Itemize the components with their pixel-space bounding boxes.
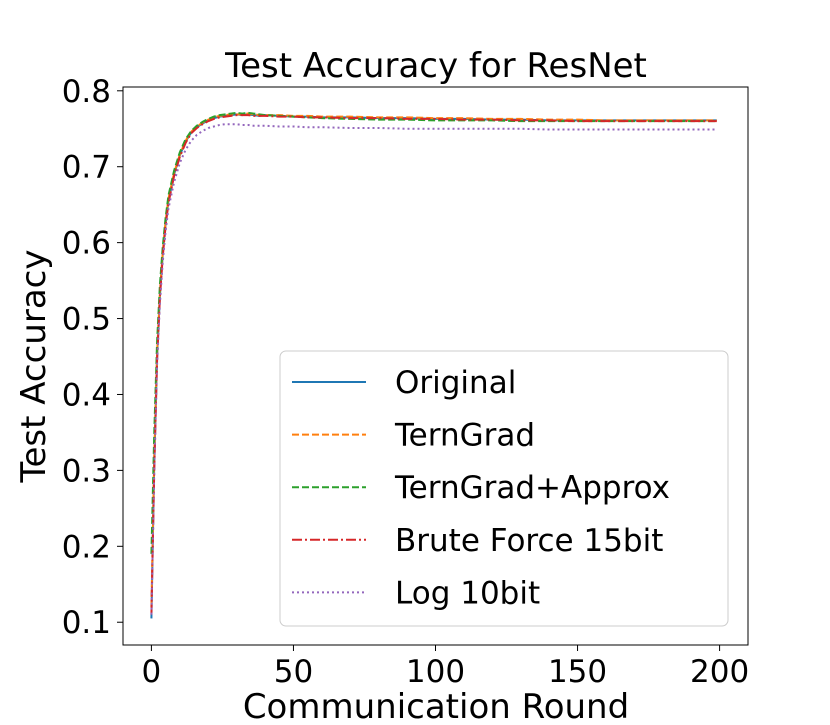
y-axis: 0.1 0.2 0.3 0.4 0.5 0.6 0.7 0.8 [62, 74, 123, 641]
y-axis-label: Test Accuracy [14, 250, 54, 484]
legend-label-0: Original [395, 365, 516, 401]
x-tick-label: 150 [548, 654, 607, 690]
y-tick-label: 0.7 [62, 150, 111, 186]
x-tick-label: 200 [690, 654, 749, 690]
y-tick-label: 0.2 [62, 529, 111, 565]
y-tick-label: 0.1 [62, 605, 111, 641]
y-tick-label: 0.6 [62, 226, 111, 262]
legend-box [279, 350, 729, 627]
x-tick-label: 100 [406, 654, 465, 690]
x-tick-label: 50 [274, 654, 313, 690]
x-axis: 0 50 100 150 200 [142, 645, 749, 690]
legend-label-4: Log 10bit [395, 575, 540, 611]
y-tick-label: 0.4 [62, 377, 111, 413]
y-tick-label: 0.5 [62, 302, 111, 338]
plot-area [122, 86, 749, 646]
series-line-2 [150, 111, 717, 554]
x-axis-label: Communication Round [243, 687, 629, 725]
y-tick-label: 0.3 [62, 453, 111, 489]
series-line-3 [150, 114, 717, 615]
x-tick-label: 0 [142, 654, 162, 690]
legend: Original TernGrad TernGrad+Approx Brute For… [279, 350, 729, 627]
y-tick-label: 0.8 [62, 74, 111, 110]
legend-label-2: TernGrad+Approx [394, 470, 670, 506]
legend-label-1: TernGrad [394, 418, 535, 454]
legend-label-3: Brute Force 15bit [395, 523, 663, 559]
chart-title: Test Accuracy for ResNet [224, 46, 647, 86]
